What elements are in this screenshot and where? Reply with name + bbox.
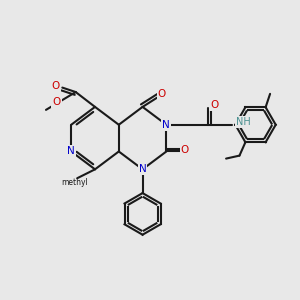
Text: O: O [158,89,166,99]
Text: O: O [52,81,60,91]
Text: NH: NH [236,117,251,128]
Text: O: O [210,100,219,110]
Text: N: N [68,146,75,157]
Text: N: N [163,120,170,130]
Text: methyl: methyl [61,178,88,187]
Text: O: O [181,145,189,155]
Text: O: O [52,98,61,107]
Text: N: N [139,164,146,174]
